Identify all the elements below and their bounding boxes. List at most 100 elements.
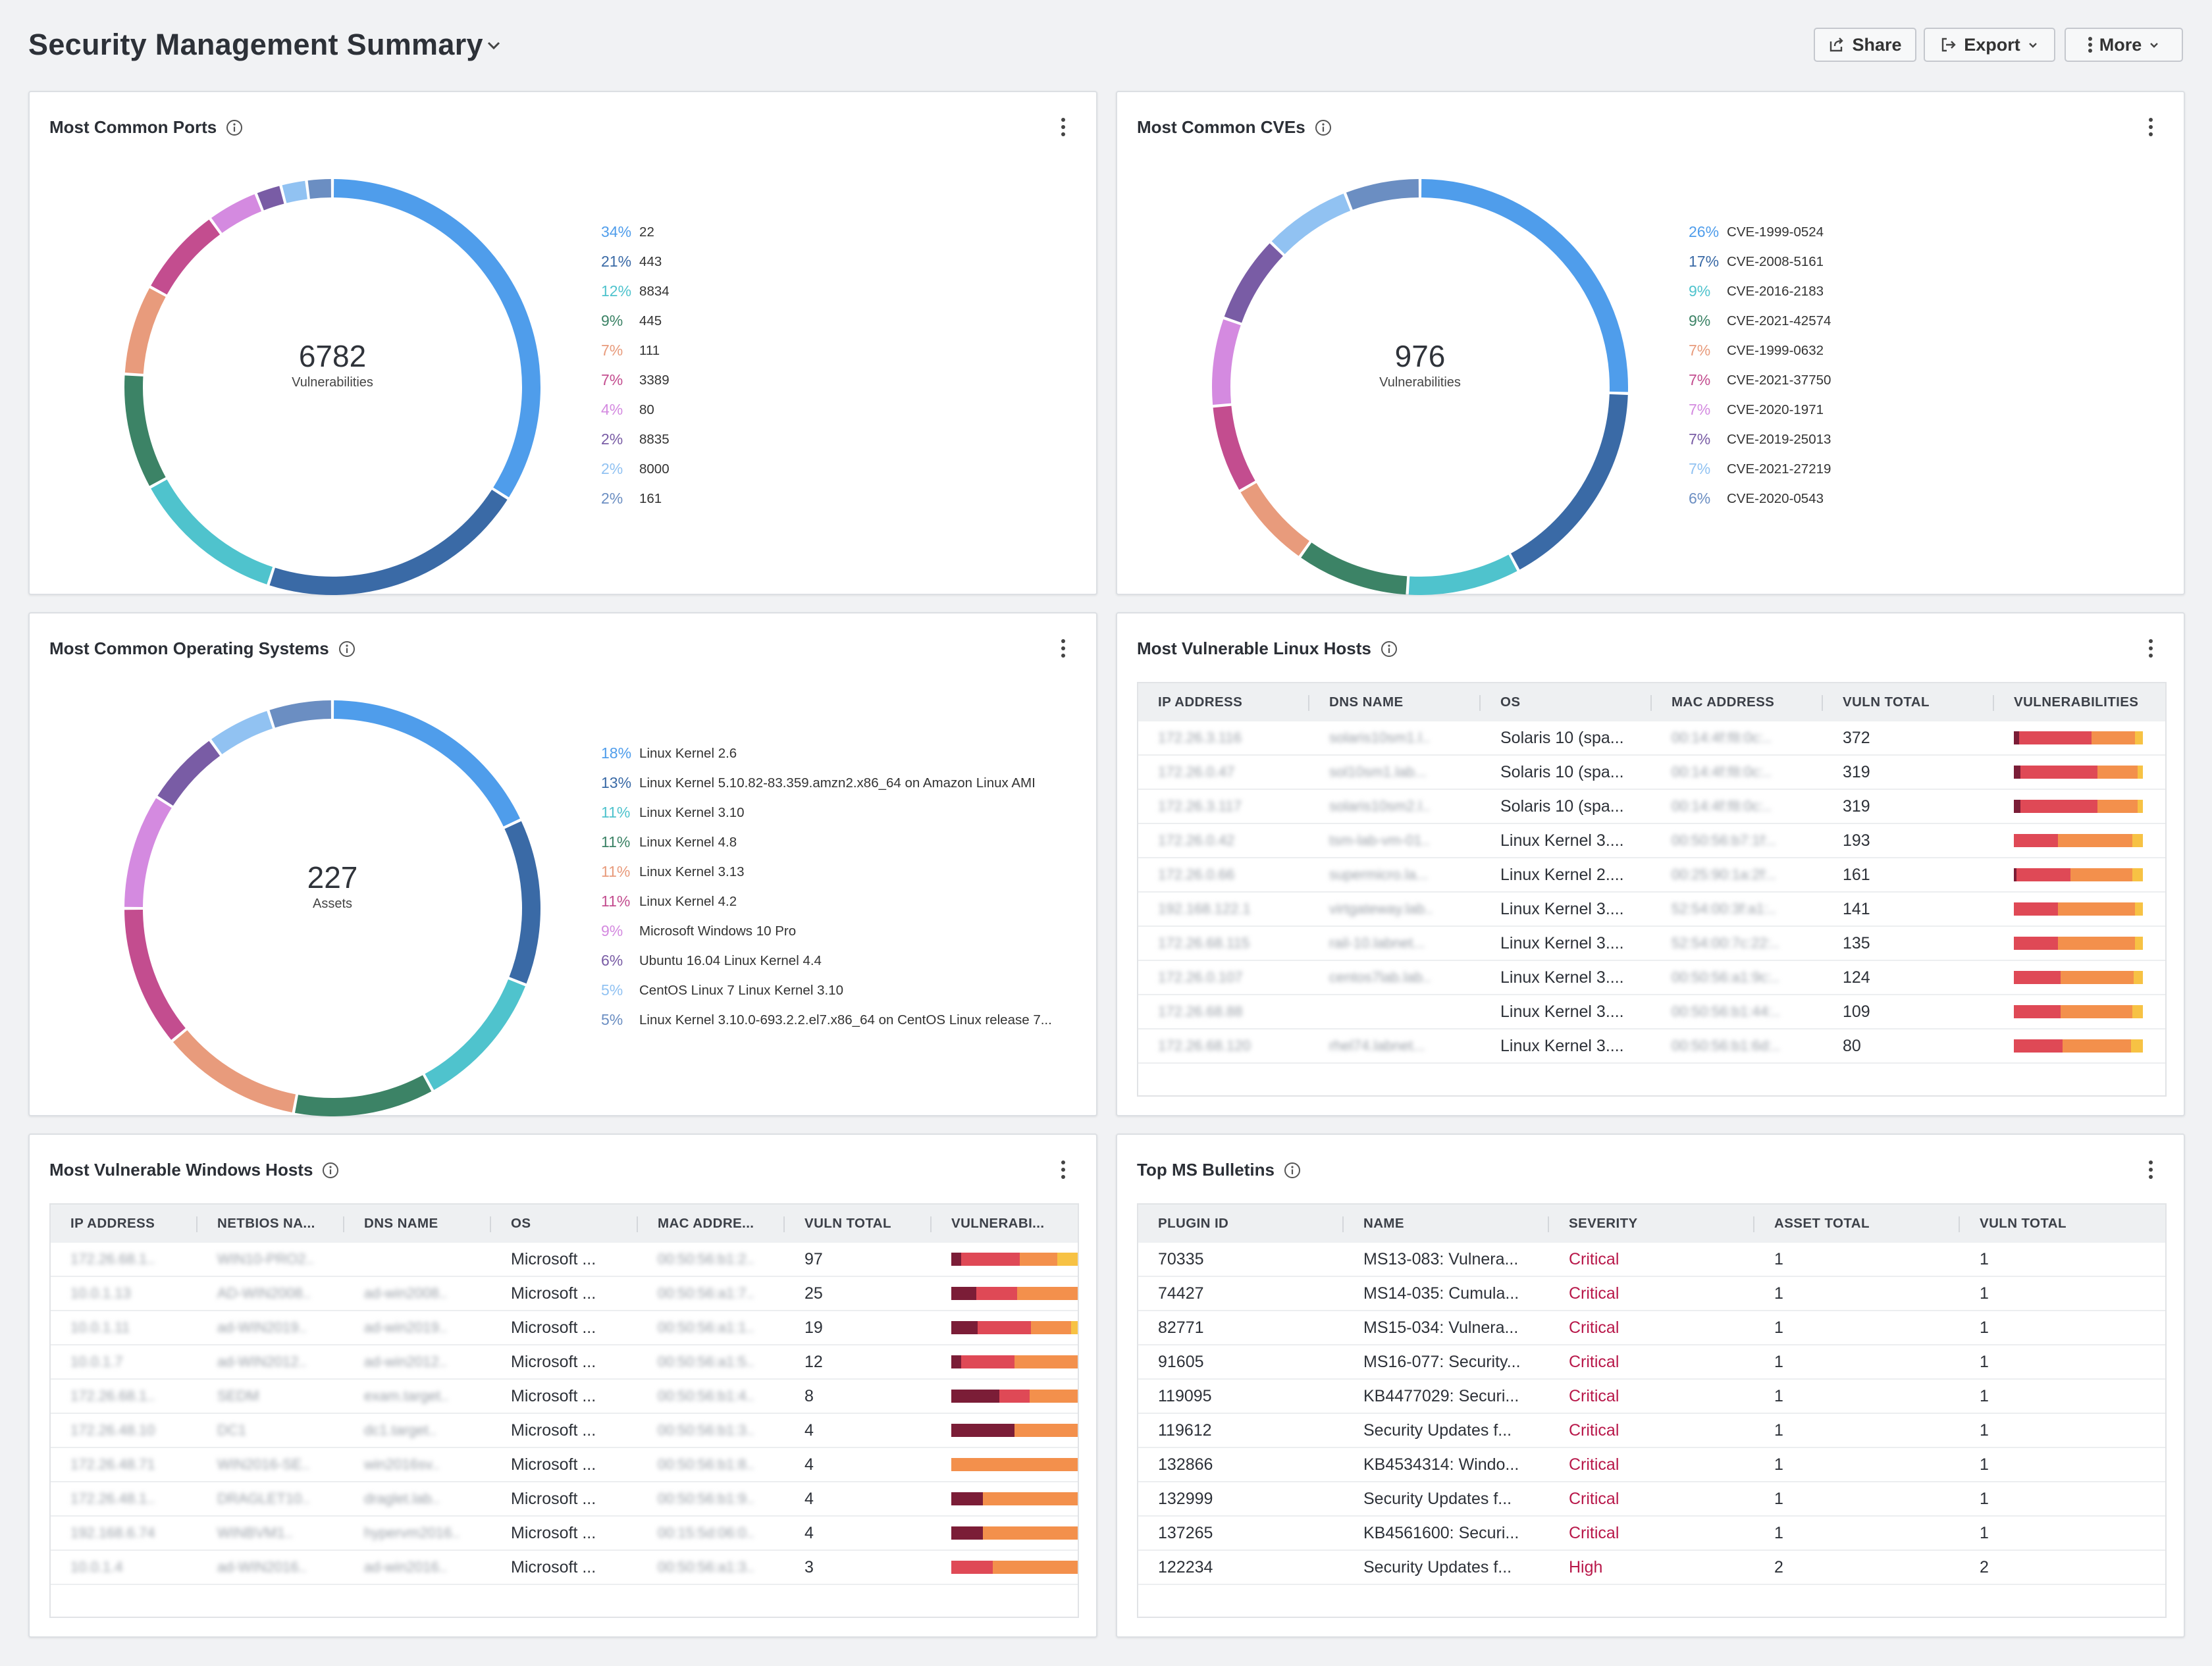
donut-slice-2[interactable] xyxy=(269,490,508,595)
legend-item[interactable]: 6% CVE-2020-0543 xyxy=(1689,484,1831,513)
table-row[interactable]: 172.26.48.10 DC1 dc1.target.. Microsoft ...… xyxy=(51,1414,1078,1448)
kebab-menu-icon[interactable] xyxy=(1059,1160,1067,1180)
kebab-menu-icon[interactable] xyxy=(2147,638,2155,658)
table-row[interactable]: 10.0.1.4 ad-WIN2016.. ad-win2016.. Microsof… xyxy=(51,1551,1078,1585)
donut-slice-5[interactable] xyxy=(1240,482,1309,556)
legend-item[interactable]: 21% 443 xyxy=(601,247,670,276)
legend-item[interactable]: 7% CVE-2021-37750 xyxy=(1689,365,1831,395)
table-row[interactable]: 91605 MS16-077: Security... Critical 1 1 xyxy=(1138,1345,2165,1380)
legend-item[interactable]: 2% 8000 xyxy=(601,454,670,484)
table-row[interactable]: 172.26.68.1.. SEDM exam.target.. Microsoft … xyxy=(51,1380,1078,1414)
column-header[interactable]: OS xyxy=(1481,683,1652,721)
chevron-down-icon[interactable] xyxy=(484,36,504,55)
donut-slice-7[interactable] xyxy=(124,798,172,907)
donut-slice-6[interactable] xyxy=(151,219,221,295)
legend-item[interactable]: 11% Linux Kernel 4.8 xyxy=(601,827,1052,857)
table-row[interactable]: 172.26.0.107 centos7lab.lab.. Linux Kernel… xyxy=(1138,961,2165,995)
vulnerability-severity-bar[interactable] xyxy=(2014,766,2143,779)
legend-item[interactable]: 9% CVE-2016-2183 xyxy=(1689,276,1831,306)
table-row[interactable]: 122234 Security Updates f... High 2 2 xyxy=(1138,1551,2165,1585)
table-row[interactable]: 172.26.48.1.. DRAGLET10.. draglet.lab.. Mic… xyxy=(51,1482,1078,1517)
donut-slice-2[interactable] xyxy=(504,821,541,984)
column-header[interactable]: IP ADDRESS xyxy=(1138,683,1309,721)
info-icon[interactable] xyxy=(226,119,243,136)
legend-item[interactable]: 9% 445 xyxy=(601,306,670,336)
donut-slice-8[interactable] xyxy=(1224,243,1283,323)
table-row[interactable]: 10.0.1.13 AD-WIN2008.. ad-win2008.. Microso… xyxy=(51,1277,1078,1311)
table-row[interactable]: 172.26.48.71 WIN2016-SE.. win2016sv.. Micro… xyxy=(51,1448,1078,1482)
column-header[interactable]: MAC ADDRESS xyxy=(1652,683,1823,721)
vulnerability-severity-bar[interactable] xyxy=(2014,800,2143,813)
table-row[interactable]: 119612 Security Updates f... Critical 1 1 xyxy=(1138,1414,2165,1448)
legend-item[interactable]: 9% CVE-2021-42574 xyxy=(1689,306,1831,336)
legend-item[interactable]: 7% CVE-2019-25013 xyxy=(1689,425,1831,454)
legend-item[interactable]: 17% CVE-2008-5161 xyxy=(1689,247,1831,276)
vulnerability-severity-bar[interactable] xyxy=(951,1526,1078,1540)
column-header[interactable]: VULN TOTAL xyxy=(785,1205,932,1243)
column-header[interactable]: DNS NAME xyxy=(1309,683,1481,721)
donut-slice-6[interactable] xyxy=(1213,405,1255,490)
table-row[interactable]: 10.0.1.7 ad-WIN2012.. ad-win2012.. Microsof… xyxy=(51,1345,1078,1380)
legend-item[interactable]: 4% 80 xyxy=(601,395,670,425)
table-row[interactable]: 172.26.68.1.. WIN10-PRO2.. Microsoft ... 00… xyxy=(51,1243,1078,1277)
info-icon[interactable] xyxy=(1284,1162,1301,1179)
table-row[interactable]: 172.26.0.47 sol10sm1.lab... Solaris 10 (sp… xyxy=(1138,756,2165,790)
vulnerability-severity-bar[interactable] xyxy=(951,1390,1078,1403)
donut-slice-9[interactable] xyxy=(1271,194,1351,255)
table-row[interactable]: 172.26.68.88 Linux Kernel 3.... 00:50:56:b… xyxy=(1138,995,2165,1029)
column-header[interactable]: OS xyxy=(491,1205,638,1243)
legend-item[interactable]: 34% 22 xyxy=(601,217,670,247)
donut-slice-3[interactable] xyxy=(1408,554,1517,595)
donut-slice-8[interactable] xyxy=(257,186,284,211)
table-row[interactable]: 10.0.1.11 ad-WIN2019.. ad-win2019.. Microso… xyxy=(51,1311,1078,1345)
donut-slice-5[interactable] xyxy=(172,1030,296,1112)
kebab-menu-icon[interactable] xyxy=(1059,117,1067,137)
column-header[interactable]: MAC ADDRE... xyxy=(638,1205,785,1243)
donut-slice-1[interactable] xyxy=(334,700,520,827)
donut-slice-9[interactable] xyxy=(211,711,273,754)
table-row[interactable]: 172.26.68.115 rail-10.labnet... Linux Kern… xyxy=(1138,927,2165,961)
legend-item[interactable]: 11% Linux Kernel 3.10 xyxy=(601,798,1052,827)
vulnerability-severity-bar[interactable] xyxy=(951,1253,1078,1266)
legend-item[interactable]: 13% Linux Kernel 5.10.82-83.359.amzn2.x86… xyxy=(601,768,1052,798)
vulnerability-severity-bar[interactable] xyxy=(2014,1005,2143,1018)
legend-item[interactable]: 12% 8834 xyxy=(601,276,670,306)
vulnerability-severity-bar[interactable] xyxy=(951,1492,1078,1505)
export-button[interactable]: Export xyxy=(1924,28,2055,62)
column-header[interactable]: NAME xyxy=(1344,1205,1549,1243)
column-header[interactable]: VULNERABILITIES xyxy=(2014,694,2139,710)
vulnerability-severity-bar[interactable] xyxy=(951,1424,1078,1437)
donut-slice-7[interactable] xyxy=(1212,319,1241,405)
vulnerability-severity-bar[interactable] xyxy=(2014,868,2143,881)
donut-slice-1[interactable] xyxy=(1421,179,1628,392)
info-icon[interactable] xyxy=(338,640,356,658)
vulnerability-severity-bar[interactable] xyxy=(2014,937,2143,950)
vulnerability-severity-bar[interactable] xyxy=(2014,902,2143,916)
more-button[interactable]: More xyxy=(2065,28,2183,62)
column-header[interactable]: VULN TOTAL xyxy=(1823,683,1994,721)
kebab-menu-icon[interactable] xyxy=(1059,638,1067,658)
column-header[interactable]: NETBIOS NA... xyxy=(198,1205,344,1243)
vulnerability-severity-bar[interactable] xyxy=(2014,1039,2143,1053)
donut-slice-3[interactable] xyxy=(151,479,273,585)
vulnerability-severity-bar[interactable] xyxy=(951,1458,1078,1471)
legend-item[interactable]: 5% Linux Kernel 3.10.0-693.2.2.el7.x86_64… xyxy=(601,1005,1052,1035)
legend-item[interactable]: 7% CVE-2020-1971 xyxy=(1689,395,1831,425)
vulnerability-severity-bar[interactable] xyxy=(2014,834,2143,847)
legend-item[interactable]: 18% Linux Kernel 2.6 xyxy=(601,739,1052,768)
table-row[interactable]: 74427 MS14-035: Cumula... Critical 1 1 xyxy=(1138,1277,2165,1311)
legend-item[interactable]: 7% CVE-2021-27219 xyxy=(1689,454,1831,484)
legend-item[interactable]: 11% Linux Kernel 4.2 xyxy=(601,887,1052,916)
legend-item[interactable]: 7% CVE-1999-0632 xyxy=(1689,336,1831,365)
donut-slice-6[interactable] xyxy=(124,910,186,1040)
legend-item[interactable]: 2% 161 xyxy=(601,484,670,513)
table-row[interactable]: 192.168.6.74 WINBVM1.. hypervm2016.. Micros… xyxy=(51,1517,1078,1551)
legend-item[interactable]: 6% Ubuntu 16.04 Linux Kernel 4.4 xyxy=(601,946,1052,976)
legend-item[interactable]: 7% 3389 xyxy=(601,365,670,395)
column-header[interactable]: ASSET TOTAL xyxy=(1754,1205,1960,1243)
donut-slice-4[interactable] xyxy=(294,1075,432,1116)
table-row[interactable]: 70335 MS13-083: Vulnera... Critical 1 1 xyxy=(1138,1243,2165,1277)
donut-slice-7[interactable] xyxy=(211,194,262,233)
table-row[interactable]: 82771 MS15-034: Vulnera... Critical 1 1 xyxy=(1138,1311,2165,1345)
table-row[interactable]: 119095 KB4477029: Securi... Critical 1 1 xyxy=(1138,1380,2165,1414)
